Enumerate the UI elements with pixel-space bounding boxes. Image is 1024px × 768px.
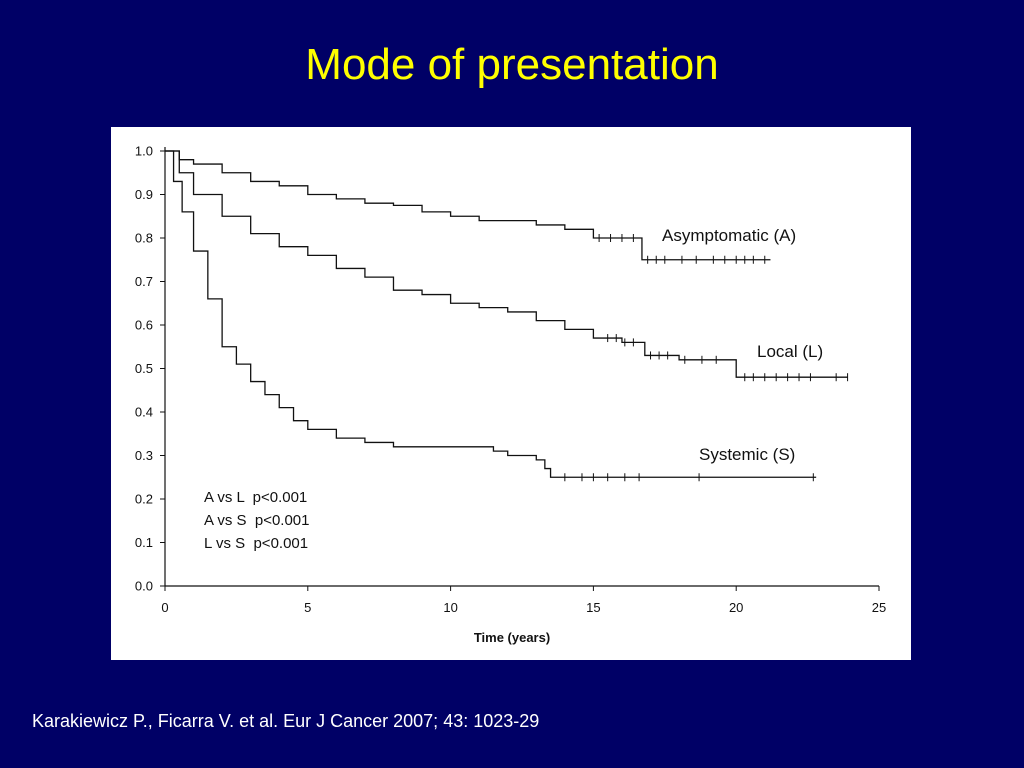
p-value-annotation: L vs S p<0.001	[204, 535, 308, 552]
series-layer	[165, 150, 849, 482]
x-tick-label: 5	[304, 600, 311, 615]
series-local	[165, 150, 849, 382]
curve-label-systemic: Systemic (S)	[699, 445, 795, 464]
survival-curve-local	[165, 150, 848, 378]
x-tick-label: 20	[729, 600, 743, 615]
curve-label-asymptomatic: Asymptomatic (A)	[662, 226, 796, 245]
labels-layer: Asymptomatic (A) Local (L) Systemic (S)	[662, 226, 823, 464]
x-tick-label: 0	[161, 600, 168, 615]
x-axis-title: Time (years)	[474, 630, 550, 645]
y-tick-label: 0.9	[135, 187, 153, 202]
p-value-annotation: A vs L p<0.001	[204, 489, 307, 506]
statistics-annotations: A vs L p<0.001 A vs S p<0.001 L vs S p<0.0…	[204, 489, 310, 552]
y-tick-label: 0.8	[135, 231, 153, 246]
series-systemic	[165, 150, 817, 482]
p-value-annotation: A vs S p<0.001	[204, 512, 310, 529]
y-tick-label: 0.7	[135, 274, 153, 289]
y-tick-label: 0.6	[135, 318, 153, 333]
survival-curve-asymptomatic	[165, 150, 771, 261]
y-tick-label: 1.0	[135, 144, 153, 159]
x-tick-label: 25	[872, 600, 886, 615]
y-tick-label: 0.0	[135, 579, 153, 594]
citation: Karakiewicz P., Ficarra V. et al. Eur J …	[32, 711, 540, 731]
y-tick-label: 0.1	[135, 535, 153, 550]
figure-panel: 0.0 0.1 0.2 0.3 0.4 0.5 0.6 0.7 0.8 0.9 1.0 0 5 10 15 2…	[111, 127, 911, 660]
x-tick-label: 15	[586, 600, 600, 615]
axes: 0.0 0.1 0.2 0.3 0.4 0.5 0.6 0.7 0.8 0.9 1.0 0 5 10 15 2…	[135, 144, 886, 646]
y-tick-label: 0.2	[135, 492, 153, 507]
slide-title: Mode of presentation	[305, 40, 719, 89]
y-tick-label: 0.3	[135, 448, 153, 463]
series-asymptomatic	[165, 150, 771, 264]
y-tick-label: 0.5	[135, 361, 153, 376]
survival-curve-systemic	[165, 150, 817, 478]
y-tick-label: 0.4	[135, 405, 153, 420]
kaplan-meier-chart: 0.0 0.1 0.2 0.3 0.4 0.5 0.6 0.7 0.8 0.9 1.0 0 5 10 15 2…	[135, 144, 886, 646]
curve-label-local: Local (L)	[757, 342, 823, 361]
x-tick-label: 10	[443, 600, 457, 615]
